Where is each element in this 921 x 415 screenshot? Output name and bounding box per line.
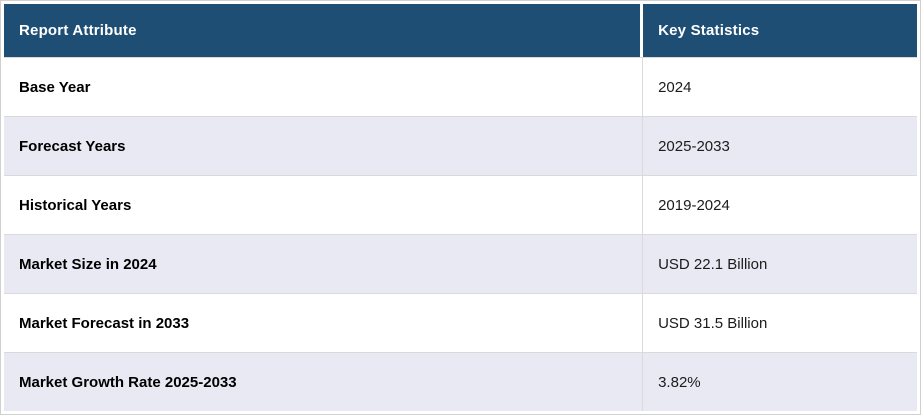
table-row-historical-years: Historical Years 2019-2024 bbox=[4, 175, 917, 234]
attribute-cell-market-forecast-2033: Market Forecast in 2033 bbox=[4, 293, 644, 352]
attribute-cell-base-year: Base Year bbox=[4, 57, 644, 116]
table-row-market-forecast-2033: Market Forecast in 2033 USD 31.5 Billion bbox=[4, 293, 917, 352]
table-row-forecast-years: Forecast Years 2025-2033 bbox=[4, 116, 917, 175]
table-row-market-growth-rate: Market Growth Rate 2025-2033 3.82% bbox=[4, 352, 917, 411]
value-cell-base-year: 2024 bbox=[643, 57, 917, 116]
attribute-cell-market-growth-rate: Market Growth Rate 2025-2033 bbox=[4, 352, 644, 411]
column-header-report-attribute: Report Attribute bbox=[4, 4, 644, 57]
table-row-market-size-2024: Market Size in 2024 USD 22.1 Billion bbox=[4, 234, 917, 293]
value-cell-market-growth-rate: 3.82% bbox=[643, 352, 917, 411]
value-cell-market-forecast-2033: USD 31.5 Billion bbox=[643, 293, 917, 352]
attribute-cell-market-size-2024: Market Size in 2024 bbox=[4, 234, 644, 293]
attribute-cell-historical-years: Historical Years bbox=[4, 175, 644, 234]
table-header-row: Report Attribute Key Statistics bbox=[4, 4, 917, 57]
value-cell-historical-years: 2019-2024 bbox=[643, 175, 917, 234]
column-header-key-statistics: Key Statistics bbox=[643, 4, 917, 57]
value-cell-forecast-years: 2025-2033 bbox=[643, 116, 917, 175]
value-cell-market-size-2024: USD 22.1 Billion bbox=[643, 234, 917, 293]
report-attributes-table: Report Attribute Key Statistics Base Yea… bbox=[4, 4, 917, 411]
table-row-base-year: Base Year 2024 bbox=[4, 57, 917, 116]
attribute-cell-forecast-years: Forecast Years bbox=[4, 116, 644, 175]
